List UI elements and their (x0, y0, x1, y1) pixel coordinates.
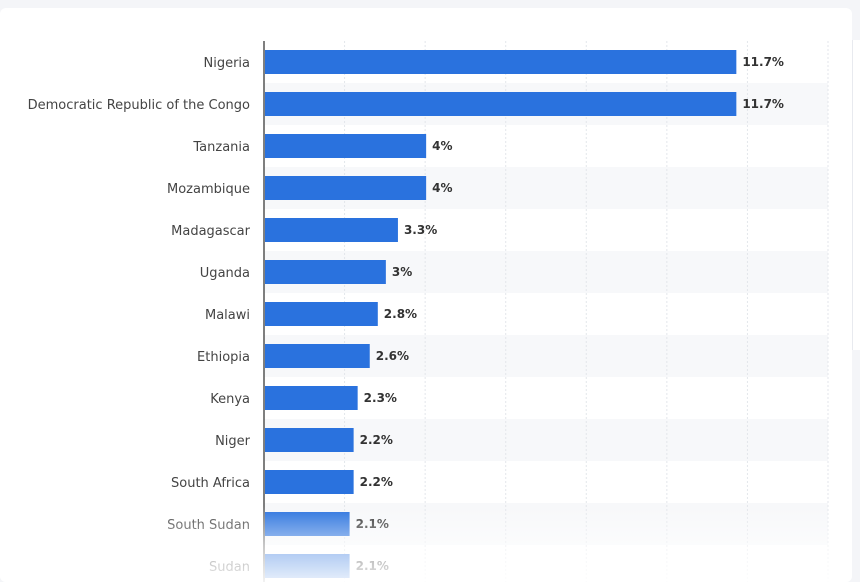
value-label: 2.2% (360, 433, 393, 447)
value-label: 2.3% (364, 391, 397, 405)
bar (265, 50, 737, 74)
value-label: 3.3% (404, 223, 437, 237)
category-label: Sudan (209, 560, 250, 575)
value-label: 2.1% (356, 517, 389, 531)
bar (265, 344, 370, 368)
bar-chart: Nigeria 11.7% Democratic Republic of the C… (28, 41, 829, 582)
category-label: Mozambique (167, 182, 250, 197)
bar (265, 470, 354, 494)
bar (265, 428, 354, 452)
bar (265, 302, 378, 326)
category-label: South Africa (171, 476, 250, 491)
bar (265, 92, 737, 116)
value-label: 3% (392, 265, 412, 279)
bar (265, 386, 358, 410)
category-label: Kenya (210, 392, 250, 407)
chart-card: Nigeria 11.7% Democratic Republic of the C… (0, 8, 852, 582)
category-label: South Sudan (167, 518, 250, 533)
value-label: 2.6% (376, 349, 409, 363)
category-label: Niger (215, 434, 251, 449)
value-label: 2.2% (360, 475, 393, 489)
value-label: 11.7% (742, 97, 784, 111)
bar (265, 176, 427, 200)
category-label: Democratic Republic of the Congo (28, 98, 250, 113)
bar (265, 260, 386, 284)
category-label: Madagascar (171, 224, 251, 239)
value-label: 11.7% (742, 55, 784, 69)
category-label: Malawi (205, 308, 250, 323)
category-label: Tanzania (192, 140, 250, 155)
category-label: Uganda (200, 266, 250, 281)
value-label: 4% (432, 181, 452, 195)
category-label: Nigeria (203, 56, 250, 71)
row-band (264, 419, 828, 461)
bar (265, 512, 350, 536)
value-label: 2.8% (384, 307, 417, 321)
bar (265, 134, 427, 158)
bar (265, 218, 398, 242)
value-label: 2.1% (356, 559, 389, 573)
category-label: Ethiopia (197, 350, 250, 365)
bar (265, 554, 350, 578)
side-panel (852, 40, 860, 350)
value-label: 4% (432, 139, 452, 153)
